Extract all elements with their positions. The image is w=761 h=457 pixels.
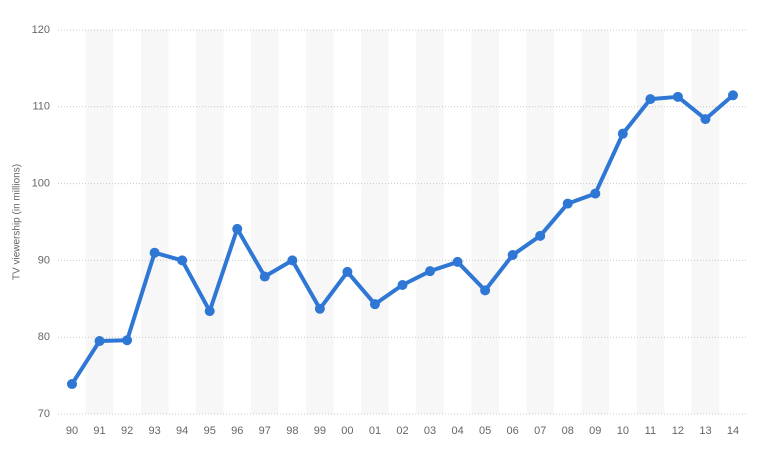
data-point <box>397 279 408 290</box>
series-line <box>70 93 735 386</box>
column-band <box>195 30 224 414</box>
x-tick-label: 98 <box>286 425 298 437</box>
x-tick-label: 10 <box>617 425 629 437</box>
data-point <box>342 266 353 277</box>
x-tick-label: 14 <box>727 425 739 437</box>
column-band <box>636 30 665 414</box>
x-tick-label: 06 <box>507 425 519 437</box>
x-tick-label: 08 <box>562 425 574 437</box>
data-point <box>617 128 628 139</box>
data-point <box>562 198 573 209</box>
y-tick-label: 70 <box>38 408 50 420</box>
column-band <box>85 30 114 414</box>
data-point <box>67 379 77 390</box>
data-point <box>590 188 601 199</box>
x-tick-label: 94 <box>176 425 188 437</box>
data-point <box>672 91 683 102</box>
data-point <box>480 285 491 296</box>
data-point <box>177 255 188 266</box>
data-point <box>94 336 105 347</box>
x-tick-label: 95 <box>204 425 216 437</box>
column-bands <box>85 30 720 414</box>
x-tick-label: 96 <box>231 425 243 437</box>
x-tick-label: 03 <box>424 425 436 437</box>
column-band <box>471 30 499 414</box>
data-point <box>204 306 215 317</box>
data-point <box>507 250 518 261</box>
x-tick-label: 93 <box>149 425 161 437</box>
data-point <box>728 90 738 101</box>
x-tick-label: 90 <box>66 425 78 437</box>
y-tick-label: 90 <box>38 254 50 266</box>
column-band <box>581 30 610 414</box>
data-point <box>314 303 325 314</box>
x-tick-label: 92 <box>121 425 133 437</box>
data-point <box>259 271 270 282</box>
data-point <box>425 266 436 277</box>
x-tick-label: 13 <box>699 425 711 437</box>
data-point <box>149 247 160 258</box>
x-tick-label: 11 <box>645 425 656 437</box>
data-point <box>287 255 298 266</box>
data-point <box>700 114 711 125</box>
y-tick-label: 120 <box>32 24 50 36</box>
y-tick-label: 110 <box>32 101 50 113</box>
data-point <box>645 94 656 105</box>
column-band <box>251 30 279 414</box>
y-tick-label: 100 <box>32 178 50 190</box>
x-tick-label: 02 <box>396 425 408 437</box>
data-point <box>232 223 243 234</box>
x-tick-label: 12 <box>672 425 684 437</box>
column-band <box>306 30 334 414</box>
data-point <box>369 299 380 310</box>
column-band <box>416 30 444 414</box>
data-point <box>452 256 463 267</box>
column-band <box>691 30 720 414</box>
x-tick-label: 97 <box>259 425 271 437</box>
x-tick-label: 00 <box>341 425 353 437</box>
y-tick-label: 80 <box>38 331 50 343</box>
x-tick-label: 04 <box>451 425 463 437</box>
x-tick-label: 99 <box>314 425 326 437</box>
x-tick-label: 05 <box>479 425 491 437</box>
x-tick-label: 07 <box>534 425 546 437</box>
data-point <box>535 230 546 241</box>
column-band <box>361 30 389 414</box>
x-tick-label: 91 <box>93 425 105 437</box>
y-axis-label: TV viewership (in millions) <box>12 164 23 280</box>
column-band <box>140 30 169 414</box>
x-tick-label: 09 <box>589 425 601 437</box>
x-tick-label: 01 <box>369 425 381 437</box>
data-point <box>122 335 133 346</box>
